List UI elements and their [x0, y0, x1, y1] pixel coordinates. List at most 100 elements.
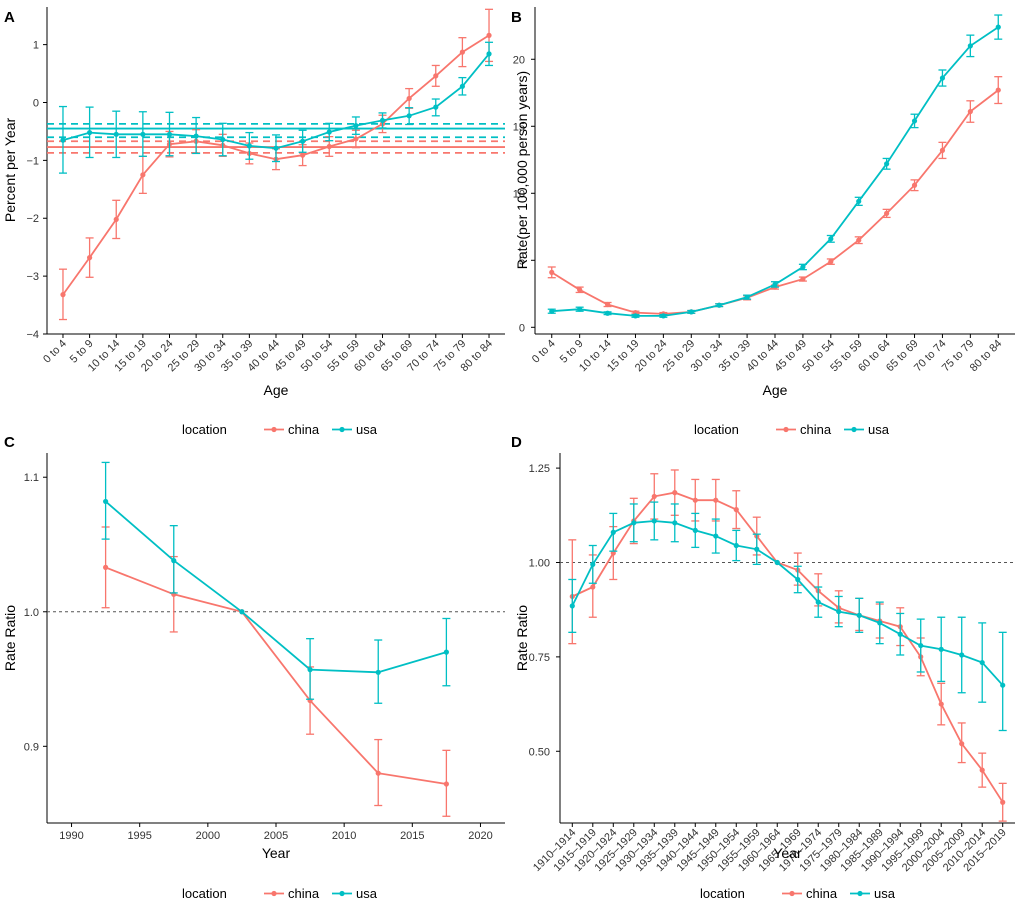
y-tick-label: 1	[33, 40, 39, 52]
legend: location china usa	[182, 422, 378, 437]
usa-point	[688, 309, 694, 315]
x-tick-label: 0 to 4	[530, 338, 558, 366]
usa-point	[273, 145, 279, 151]
y-axis-title: Percent per Year	[2, 118, 18, 223]
china-point	[113, 216, 119, 223]
usa-point	[884, 161, 890, 167]
y-tick-label: 15	[513, 121, 525, 133]
series-china	[101, 526, 451, 817]
legend-label-china: china	[806, 886, 838, 901]
china-point	[300, 152, 306, 158]
china-line	[551, 89, 999, 315]
usa-line	[551, 26, 999, 317]
legend-label-usa: usa	[874, 886, 896, 901]
china-point	[140, 172, 146, 178]
usa-point	[353, 123, 359, 129]
y-tick-label: 0.9	[24, 741, 39, 753]
series-usa	[58, 41, 494, 174]
series-usa	[547, 14, 1003, 319]
china-point	[856, 237, 862, 243]
usa-point	[569, 603, 575, 609]
china-point	[486, 32, 492, 38]
y-tick-label: −3	[26, 271, 39, 283]
x-tick-label: 2015	[400, 830, 424, 842]
china-point	[103, 564, 109, 570]
china-point	[692, 497, 698, 503]
usa-point	[828, 236, 834, 242]
y-tick-label: 1.0	[24, 607, 39, 619]
usa-point	[632, 313, 639, 319]
usa-line	[105, 500, 447, 674]
y-tick-label: 1.1	[24, 472, 39, 484]
y-tick-label: 1.00	[529, 557, 550, 569]
legend-title: location	[182, 422, 227, 437]
china-point	[884, 210, 890, 216]
legend-key-point-usa	[339, 426, 345, 433]
panel-letter: C	[4, 434, 15, 451]
usa-point	[772, 281, 778, 288]
china-point	[406, 95, 412, 102]
china-point	[1000, 799, 1006, 805]
usa-point	[795, 576, 801, 583]
usa-point	[375, 669, 381, 675]
usa-point	[716, 302, 722, 308]
usa-point	[631, 520, 637, 526]
usa-point	[911, 118, 918, 124]
usa-point	[856, 612, 862, 618]
legend-label-china: china	[800, 422, 832, 437]
china-point	[979, 767, 985, 773]
usa-line	[571, 520, 1004, 686]
usa-point	[995, 24, 1001, 30]
china-point	[713, 497, 719, 503]
china-point	[443, 781, 449, 787]
usa-point	[967, 43, 973, 49]
usa-point	[604, 310, 611, 316]
usa-point	[744, 294, 750, 300]
usa-point	[938, 646, 944, 652]
series-china	[58, 8, 494, 321]
usa-point	[672, 520, 678, 526]
legend-label-usa: usa	[868, 422, 890, 437]
legend-label-usa: usa	[356, 886, 378, 901]
y-axis-title: Rate(per 100,000 person years)	[514, 71, 530, 269]
y-axis-title: Rate Ratio	[2, 605, 18, 671]
china-point	[326, 143, 332, 150]
usa-point	[856, 198, 862, 204]
x-tick-label: 2005	[264, 830, 288, 842]
usa-point	[307, 667, 313, 673]
usa-point	[692, 527, 698, 533]
usa-point	[713, 533, 719, 539]
usa-point	[300, 138, 306, 144]
china-point	[590, 584, 596, 590]
usa-point	[733, 542, 739, 549]
usa-point	[379, 117, 386, 124]
legend-label-china: china	[288, 422, 320, 437]
y-tick-label: 1.25	[529, 463, 550, 475]
usa-point	[774, 559, 780, 566]
legend-label-china: china	[288, 886, 320, 901]
usa-point	[113, 131, 119, 137]
legend-key-point-usa	[851, 426, 857, 433]
series-china	[547, 76, 1003, 317]
legend-key-point-china	[271, 890, 277, 897]
x-axis-title: Age	[264, 382, 289, 398]
usa-point	[1000, 682, 1006, 688]
usa-point	[577, 306, 583, 312]
usa-point	[220, 136, 226, 143]
usa-point	[815, 599, 821, 605]
usa-point	[193, 133, 199, 139]
series-usa	[101, 461, 451, 704]
y-tick-label: −1	[26, 155, 39, 167]
usa-point	[103, 498, 109, 505]
panel-d: D0.500.751.001.251910–19141915–19191920–…	[511, 434, 1015, 901]
legend-title: location	[182, 886, 227, 901]
y-tick-label: 0	[519, 322, 525, 334]
usa-point	[166, 131, 173, 137]
usa-point	[660, 313, 666, 319]
usa-point	[406, 113, 412, 119]
y-tick-label: −4	[26, 329, 39, 341]
legend: location china usa	[694, 422, 890, 437]
x-tick-label: 1995	[127, 830, 151, 842]
y-tick-label: 0.50	[529, 746, 550, 758]
